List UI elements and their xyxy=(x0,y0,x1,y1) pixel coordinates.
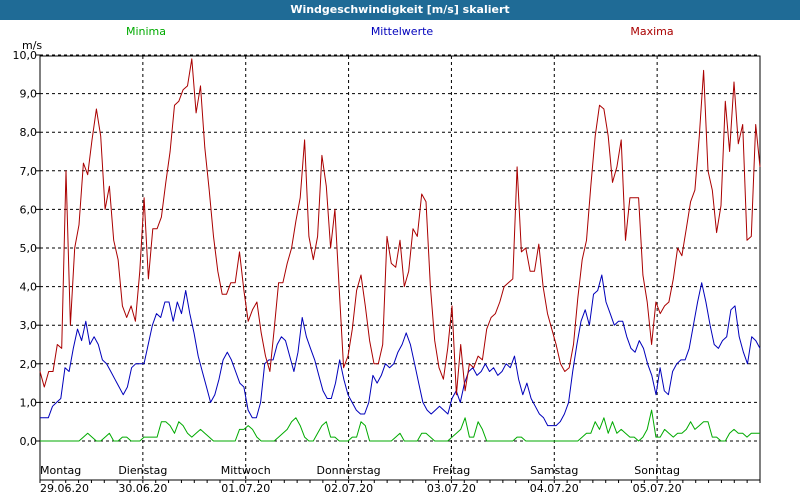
series-line-maxima xyxy=(39,58,761,396)
x-tick-label-day: Donnerstag xyxy=(316,464,380,477)
y-tick-label: 4,0 xyxy=(20,281,38,294)
y-tick-label: 8,0 xyxy=(20,126,38,139)
x-tick-label-day: Freitag xyxy=(433,464,471,477)
legend-minima: Minima xyxy=(126,25,166,38)
y-tick-label: 3,0 xyxy=(20,319,38,332)
x-tick-label-date: 01.07.20 xyxy=(221,482,270,495)
y-tick-label: 2,0 xyxy=(20,358,38,371)
y-axis-label: m/s xyxy=(22,39,42,52)
axis-ticks: 0,0 1,0 2,0 3,0 4,0 5,0 6,0 7,0 8,0 9,0 10,0 Montag… xyxy=(13,49,761,495)
x-tick-label-day: Dienstag xyxy=(118,464,167,477)
grid-lines xyxy=(40,54,760,480)
y-tick-label: 10,0 xyxy=(13,49,38,62)
plot-background xyxy=(39,55,761,481)
wind-speed-chart: 0,0 1,0 2,0 3,0 4,0 5,0 6,0 7,0 8,0 9,0 10,0 Montag… xyxy=(13,25,761,495)
x-tick-label-date: 05.07.20 xyxy=(633,482,682,495)
y-tick-label: 0,0 xyxy=(20,435,38,448)
y-tick-label: 7,0 xyxy=(20,165,38,178)
y-tick-label: 9,0 xyxy=(20,88,38,101)
chart-title: Windgeschwindigkeit [m/s] skaliert xyxy=(0,0,800,20)
x-tick-label-day: Sonntag xyxy=(634,464,680,477)
series-line-mittelwerte xyxy=(40,274,761,427)
series-lines xyxy=(39,58,761,442)
x-tick-label-date: 29.06.20 xyxy=(40,482,89,495)
x-tick-label-day: Samstag xyxy=(530,464,578,477)
legend-maxima: Maxima xyxy=(630,25,673,38)
x-tick-label-day: Mittwoch xyxy=(221,464,271,477)
x-tick-label-date: 30.06.20 xyxy=(118,482,167,495)
x-tick-label-date: 03.07.20 xyxy=(427,482,476,495)
x-tick-label-date: 02.07.20 xyxy=(324,482,373,495)
legend-mittelwerte: Mittelwerte xyxy=(371,25,434,38)
y-tick-label: 5,0 xyxy=(20,242,38,255)
x-tick-label-date: 04.07.20 xyxy=(530,482,579,495)
y-tick-label: 6,0 xyxy=(20,203,38,216)
series-line-minima xyxy=(40,409,760,442)
y-tick-label: 1,0 xyxy=(20,396,38,409)
x-tick-label-day: Montag xyxy=(40,464,81,477)
chart-area: 0,0 1,0 2,0 3,0 4,0 5,0 6,0 7,0 8,0 9,0 10,0 Montag… xyxy=(0,20,800,500)
